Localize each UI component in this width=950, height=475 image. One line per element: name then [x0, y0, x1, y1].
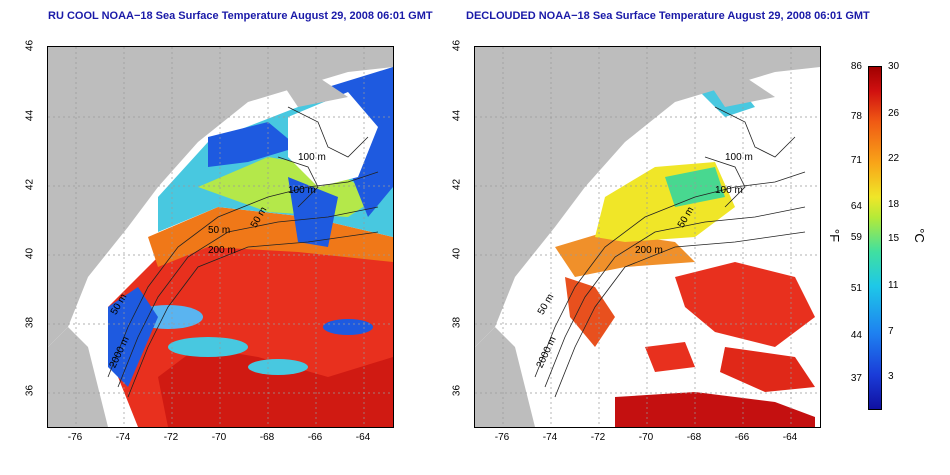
right-lat-tick: 42 [451, 178, 463, 191]
right-lat-tick: 40 [451, 247, 463, 260]
right-contour-label: 100 m [725, 152, 753, 163]
left-lon-tick: -76 [67, 432, 83, 443]
temperature-colorbar [868, 66, 882, 410]
colorbar-c-tick: 26 [888, 108, 900, 119]
right-contour-label: 100 m [715, 185, 743, 196]
left-lat-tick: 36 [24, 384, 36, 397]
colorbar-c-tick: 18 [888, 199, 900, 210]
colorbar-f-tick: 59 [850, 232, 862, 243]
right-sst-map: 100 m 100 m 50 m 200 m 50 m 2000 m [474, 46, 821, 428]
right-lat-tick: 44 [451, 109, 463, 122]
colorbar-f-tick: 44 [850, 330, 862, 341]
celsius-unit-label: °C [911, 228, 927, 243]
left-map-title: RU COOL NOAA−18 Sea Surface Temperature … [48, 10, 433, 22]
colorbar-c-tick: 11 [888, 280, 899, 291]
right-lon-tick: -64 [782, 432, 798, 443]
right-contour-label: 200 m [635, 245, 663, 256]
left-lon-tick: -74 [115, 432, 131, 443]
left-lon-tick: -66 [307, 432, 323, 443]
right-lon-tick: -74 [542, 432, 558, 443]
right-lat-tick: 46 [451, 39, 463, 52]
colorbar-f-tick: 71 [850, 155, 862, 166]
right-lat-tick: 38 [451, 316, 463, 329]
right-lon-tick: -76 [494, 432, 510, 443]
right-lon-tick: -72 [590, 432, 606, 443]
right-lon-tick: -68 [686, 432, 702, 443]
left-lon-tick: -70 [211, 432, 227, 443]
right-lon-tick: -70 [638, 432, 654, 443]
left-contour-label: 50 m [208, 225, 231, 236]
left-lat-tick: 38 [24, 316, 36, 329]
colorbar-c-tick: 15 [888, 233, 900, 244]
colorbar-f-tick: 78 [850, 111, 862, 122]
left-contour-label: 100 m [288, 185, 316, 196]
left-sst-map: 100 m 100 m 50 m 50 m 200 m 50 m 2000 m [47, 46, 394, 428]
left-lon-tick: -64 [355, 432, 371, 443]
right-lon-tick: -66 [734, 432, 750, 443]
colorbar-c-tick: 3 [888, 371, 894, 382]
left-contour-label: 200 m [208, 245, 236, 256]
colorbar-f-tick: 64 [850, 201, 862, 212]
colorbar-c-tick: 30 [888, 61, 900, 72]
fahrenheit-unit-label: °F [827, 228, 843, 243]
left-lat-tick: 44 [24, 109, 36, 122]
colorbar-f-tick: 37 [850, 373, 862, 384]
left-lon-tick: -68 [259, 432, 275, 443]
colorbar-f-tick: 86 [850, 61, 862, 72]
colorbar-f-tick: 51 [850, 283, 862, 294]
left-lat-tick: 42 [24, 178, 36, 191]
left-lat-tick: 46 [24, 39, 36, 52]
right-map-title: DECLOUDED NOAA−18 Sea Surface Temperatur… [466, 10, 870, 22]
colorbar-c-tick: 7 [888, 326, 894, 337]
colorbar-c-tick: 22 [888, 153, 900, 164]
left-lat-tick: 40 [24, 247, 36, 260]
right-lat-tick: 36 [451, 384, 463, 397]
left-contour-label: 100 m [298, 152, 326, 163]
left-lon-tick: -72 [163, 432, 179, 443]
